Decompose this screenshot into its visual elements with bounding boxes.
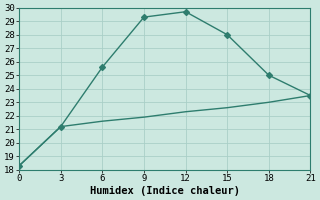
X-axis label: Humidex (Indice chaleur): Humidex (Indice chaleur) xyxy=(90,186,240,196)
